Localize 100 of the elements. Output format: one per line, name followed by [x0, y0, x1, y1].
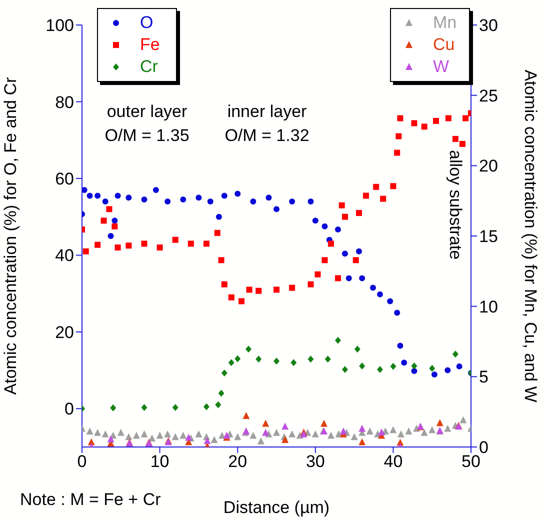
- point: [390, 362, 396, 370]
- point: [342, 250, 348, 257]
- point: [112, 218, 118, 224]
- point: [274, 206, 280, 212]
- point: [156, 244, 163, 251]
- point: [354, 346, 360, 353]
- point: [452, 350, 458, 358]
- point: [334, 275, 341, 282]
- point: [342, 214, 348, 220]
- point: [411, 120, 418, 126]
- point: [432, 118, 439, 124]
- point: [152, 186, 159, 193]
- point: [245, 346, 252, 353]
- point: [141, 196, 148, 203]
- annotation: outer layer O/M = 1.35: [104, 101, 190, 147]
- point: [274, 358, 280, 365]
- y-tick-label: 80: [55, 92, 74, 112]
- point: [228, 359, 234, 366]
- point: [373, 184, 380, 190]
- y2-tick-label: 10: [479, 297, 498, 316]
- point: [214, 230, 220, 236]
- point: [308, 281, 314, 288]
- point: [207, 198, 214, 204]
- point: [334, 226, 341, 232]
- point: [218, 257, 224, 264]
- x-tick-label: 30: [306, 452, 325, 472]
- point: [266, 194, 272, 201]
- point: [394, 150, 400, 156]
- point: [180, 196, 186, 203]
- legend-label: Fe: [140, 35, 160, 55]
- legend-label: O: [140, 13, 154, 33]
- y-tick-label: 60: [55, 169, 74, 188]
- y-axis-title: Atomic concentration (%) for O, Fe and Cr: [1, 76, 20, 395]
- legend-label: W: [433, 57, 450, 77]
- y2-tick-label: 20: [479, 156, 498, 176]
- point: [126, 194, 132, 201]
- legend-label: Cu: [433, 35, 455, 55]
- point: [274, 286, 280, 293]
- point: [396, 133, 402, 140]
- point: [114, 244, 121, 251]
- y-tick-label: 20: [55, 322, 74, 342]
- point: [290, 359, 297, 366]
- point: [250, 198, 256, 204]
- point: [421, 124, 428, 130]
- point: [102, 198, 108, 204]
- point: [387, 298, 394, 304]
- legend-label: Cr: [140, 57, 158, 77]
- point: [324, 356, 331, 363]
- point: [106, 206, 112, 212]
- point: [456, 363, 462, 370]
- y2-tick-label: 25: [479, 86, 498, 106]
- point: [328, 240, 334, 247]
- point: [452, 136, 458, 142]
- y-tick-label: 40: [55, 246, 74, 266]
- point: [188, 240, 194, 247]
- legend-label: Mn: [433, 13, 457, 33]
- point: [221, 192, 228, 199]
- point: [346, 275, 352, 282]
- point: [246, 286, 252, 293]
- point: [164, 198, 171, 204]
- point: [370, 284, 376, 291]
- point: [110, 404, 116, 412]
- point: [376, 366, 383, 374]
- point: [429, 364, 436, 372]
- point: [141, 404, 148, 411]
- point: [218, 390, 224, 397]
- point: [86, 192, 93, 199]
- point: [221, 281, 228, 288]
- point: [334, 336, 341, 344]
- point: [289, 284, 296, 291]
- point: [312, 218, 318, 224]
- x-tick-label: 0: [77, 452, 87, 472]
- point: [203, 403, 210, 410]
- point: [314, 271, 321, 278]
- point: [380, 196, 386, 202]
- point: [228, 294, 234, 300]
- point: [356, 248, 362, 254]
- point: [444, 367, 451, 374]
- point: [196, 194, 202, 201]
- point: [322, 223, 328, 230]
- x-tick-label: 10: [150, 452, 170, 472]
- x-tick-label: 20: [228, 452, 248, 472]
- point: [359, 362, 366, 370]
- y-tick-label: 100: [46, 16, 74, 36]
- annotation: inner layer O/M = 1.32: [224, 101, 310, 147]
- point: [390, 183, 396, 190]
- point: [234, 190, 241, 197]
- point: [238, 298, 244, 304]
- point: [172, 404, 178, 411]
- point: [114, 192, 121, 199]
- y2-tick-label: 30: [479, 16, 498, 36]
- point: [100, 218, 107, 224]
- y2-tick-label: 15: [479, 227, 498, 246]
- point: [94, 192, 101, 199]
- point: [234, 355, 241, 362]
- point: [459, 140, 466, 147]
- point: [352, 257, 359, 264]
- point: [362, 192, 369, 199]
- point: [172, 236, 178, 243]
- y2-tick-label: 0: [479, 438, 488, 458]
